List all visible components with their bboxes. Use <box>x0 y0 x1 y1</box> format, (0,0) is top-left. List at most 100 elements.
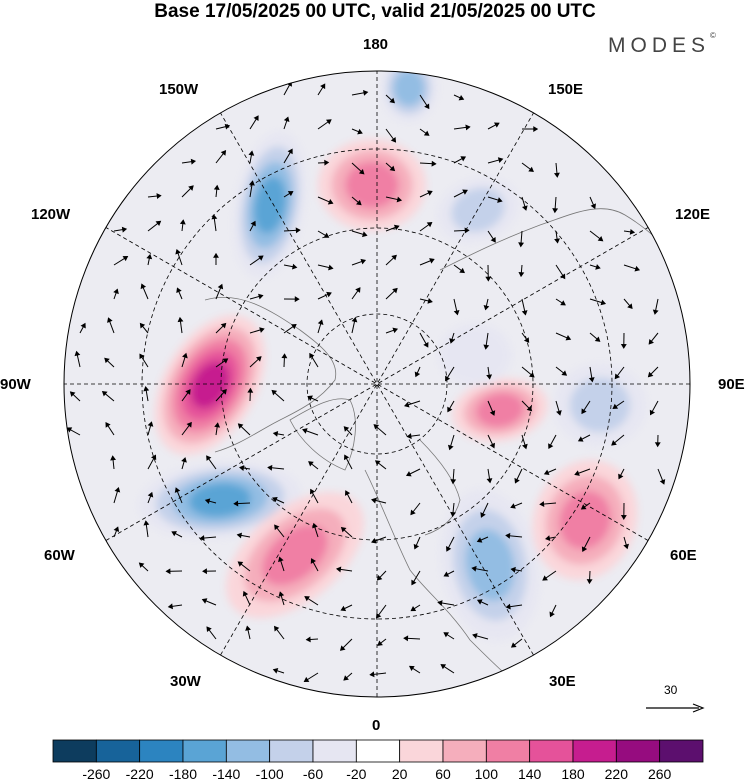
wind-vector-head <box>179 219 186 225</box>
colorbar-swatch <box>399 739 444 763</box>
lon-label-60w: 60W <box>44 547 75 564</box>
wind-vector-head <box>287 191 294 197</box>
wind-vector-head <box>423 130 430 136</box>
lat-lon-grid <box>64 71 690 697</box>
wind-vector-head <box>336 566 342 573</box>
wind-vector-head <box>320 83 326 90</box>
wind-vector-head <box>486 478 493 484</box>
colorbar-tick-label: -20 <box>346 766 367 782</box>
anomaly-contour-level <box>254 176 286 234</box>
wind-vector-head <box>647 371 654 378</box>
wind-vector-head <box>462 189 468 195</box>
wind-vector-head <box>140 283 147 290</box>
anomaly-kazakh-high <box>532 460 638 580</box>
wind-vector-head <box>449 338 455 344</box>
wind-vector-head <box>510 566 516 573</box>
wind-vector-head <box>361 231 368 238</box>
anomaly-layer <box>139 71 646 641</box>
wind-vector-head <box>309 488 316 495</box>
wind-vector-head <box>343 454 350 461</box>
wind-vector-head <box>114 486 121 493</box>
wind-vector-head <box>618 473 624 480</box>
anomaly-contour-level <box>465 529 515 601</box>
wind-vector-head <box>476 599 483 605</box>
wind-vector-head <box>257 255 264 261</box>
wind-vector-head <box>371 537 377 544</box>
wind-vector-head <box>113 288 119 295</box>
colorbar-tick-label: 20 <box>391 766 408 782</box>
wind-vector-head <box>526 405 533 412</box>
wind-vector-head <box>250 220 256 227</box>
wind-vector-head <box>272 431 279 437</box>
wind-vector-head <box>497 157 504 163</box>
wind-vector-head <box>155 220 162 227</box>
wind-vector-head <box>476 537 483 543</box>
wind-vector-head <box>174 487 181 493</box>
reference-vector-arrow <box>646 703 705 713</box>
wind-vector-head <box>181 457 187 463</box>
lon-label-150w: 150W <box>159 81 199 98</box>
wind-vector-head <box>405 471 412 477</box>
wind-vector-head <box>256 356 262 362</box>
lon-label-90w: 90W <box>0 376 31 393</box>
wind-vector-head <box>391 254 397 261</box>
colorbar-tick-label: -60 <box>302 766 324 782</box>
wind-vector-head <box>611 440 617 446</box>
wind-vector-head <box>552 208 559 214</box>
colorbar-swatch <box>572 739 617 763</box>
wind-vector-head <box>74 350 81 357</box>
wind-vector-head <box>151 454 157 461</box>
wind-vector-head <box>274 625 280 632</box>
wind-vector-head <box>489 410 496 416</box>
wind-vector-head <box>186 421 192 428</box>
wind-vector-head <box>426 222 433 228</box>
colorbar-swatch <box>139 739 184 763</box>
wind-vector-head <box>404 401 410 408</box>
wind-vector-head <box>357 128 363 135</box>
wind-vector-head <box>489 442 495 449</box>
wind-vector-head <box>586 579 593 585</box>
lon-label-60e: 60E <box>670 547 697 564</box>
wind-vector-head <box>450 511 456 518</box>
wind-vector-head <box>202 568 207 575</box>
wind-vector-head <box>222 358 229 364</box>
wind-vector-head <box>214 422 221 428</box>
anomaly-contour-level <box>559 490 611 550</box>
lon-label-150e: 150E <box>548 81 584 98</box>
wind-vector-head <box>247 387 254 393</box>
wind-vector-head <box>156 193 162 199</box>
wind-vector-head <box>437 600 443 606</box>
wind-vector-head <box>258 293 264 300</box>
colorbar-tick-label: 180 <box>561 766 585 782</box>
wind-vector-head <box>249 180 255 186</box>
wind-vector-head <box>204 498 211 505</box>
wind-vector-head <box>497 197 503 203</box>
wind-vector-head <box>595 264 601 270</box>
wind-vector-head <box>648 338 654 345</box>
wind-vector-head <box>485 276 492 282</box>
wind-vector-head <box>312 522 318 529</box>
anomaly-alaska-low <box>234 131 306 279</box>
colorbar-swatch <box>182 739 227 763</box>
wind-vector-head <box>465 124 471 131</box>
wind-vector-head <box>146 253 153 260</box>
wind-vector-head <box>302 428 308 434</box>
wind-vector-head <box>554 238 560 244</box>
wind-vector-head <box>199 535 205 541</box>
anomaly-canada-high <box>154 315 266 455</box>
wind-vector-head <box>431 160 437 167</box>
lon-label-0: 0 <box>372 717 381 734</box>
wind-vector-head <box>590 203 596 210</box>
wind-vector-head <box>521 310 528 316</box>
wind-vector-head <box>121 226 128 233</box>
anomaly-contour-level <box>439 324 511 386</box>
wind-vector-head <box>581 546 588 553</box>
wind-vector-head <box>139 322 146 329</box>
wind-vector-head <box>581 408 587 415</box>
wind-vector-head <box>597 235 604 242</box>
wind-vector-head <box>274 524 280 531</box>
wind-vector-head <box>556 410 562 416</box>
wind-vector-head <box>392 287 398 294</box>
wind-vector-head <box>122 256 129 262</box>
